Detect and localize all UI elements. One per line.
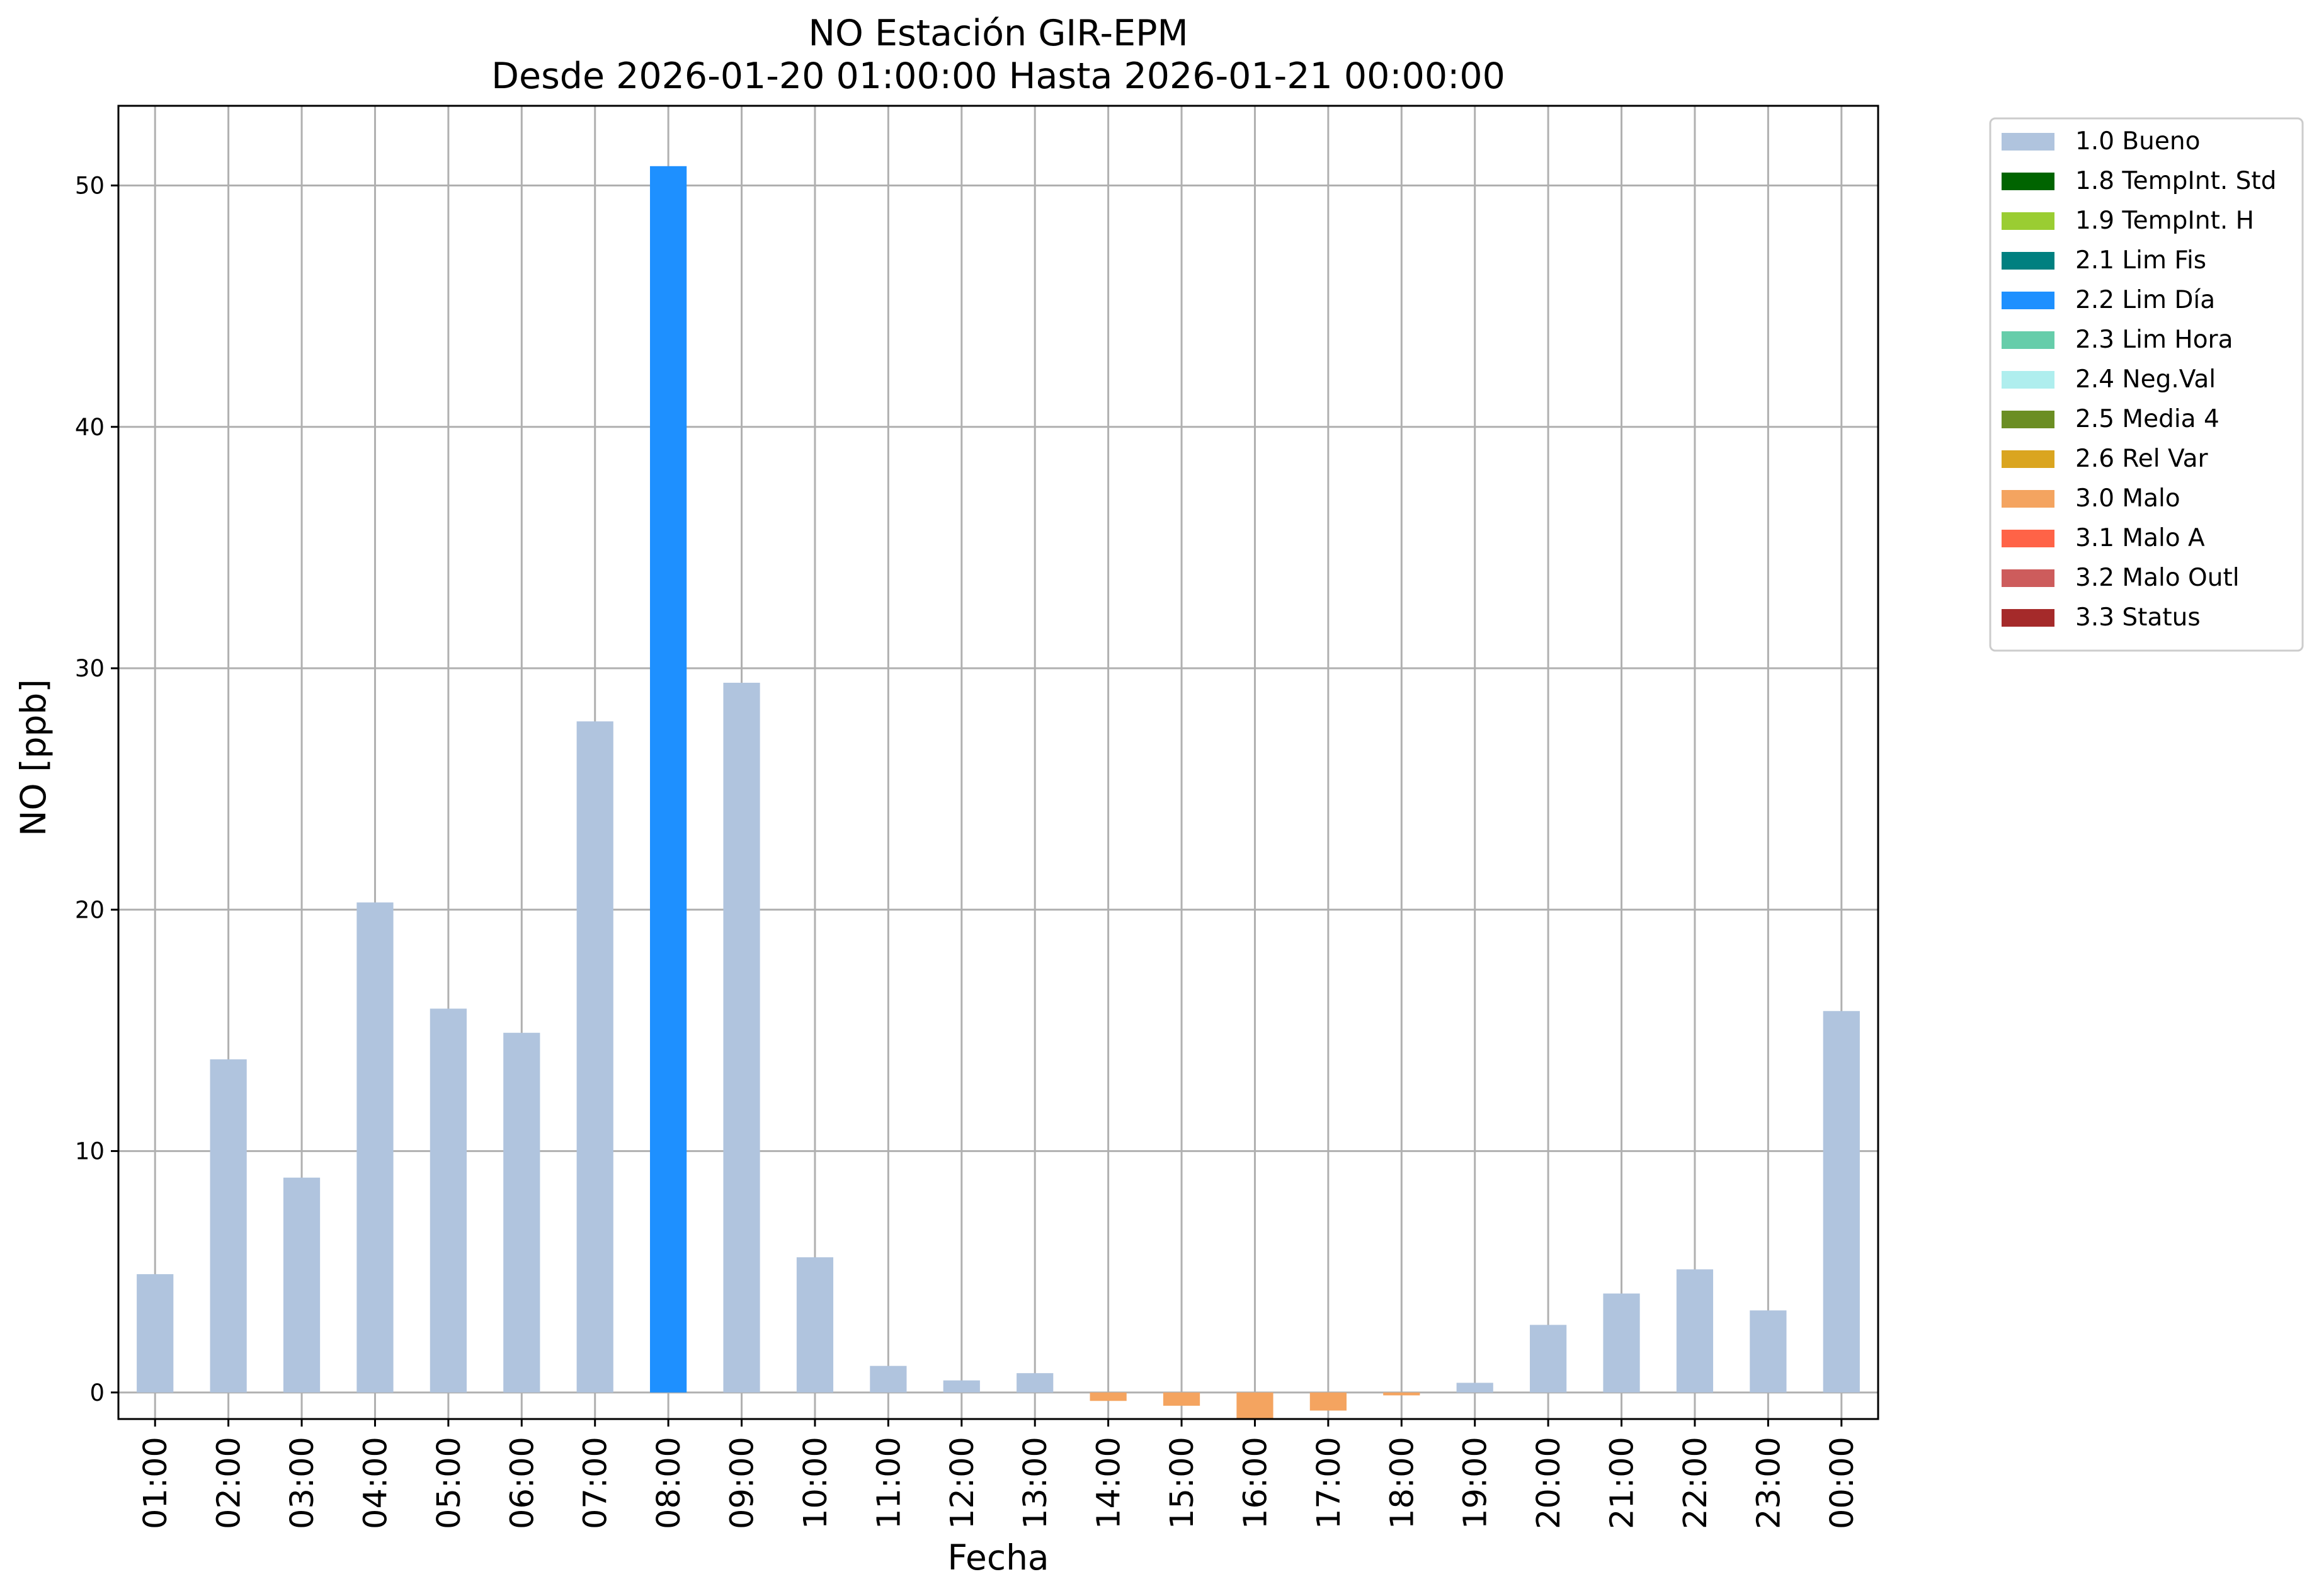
chart-title: NO Estación GIR-EPM [808,13,1188,54]
bar-0600 [503,1032,540,1393]
legend-swatch [2002,490,2054,508]
x-tick-label: 20:00 [1530,1437,1568,1529]
legend-swatch [2002,292,2054,309]
x-tick-label: 08:00 [651,1437,688,1529]
legend-label: 2.6 Rel Var [2075,445,2209,473]
legend: 1.0 Bueno 1.8 TempInt. Std 1.9 TempInt. H 2… [1989,117,2304,652]
bar-0700 [576,721,613,1393]
y-tick-label: 40 [75,414,105,441]
legend-label: 3.3 Status [2075,603,2201,632]
bar-1800 [1383,1392,1420,1396]
bar-1400 [1090,1392,1127,1401]
y-axis-ticks: 0 10 20 30 40 50 [75,172,118,1406]
chart-subtitle: Desde 2026-01-20 01:00:00 Hasta 2026-01-… [491,55,1505,97]
bar-1100 [870,1365,907,1393]
legend-swatch [2002,133,2054,151]
x-tick-label: 14:00 [1091,1437,1128,1529]
bar-1200 [943,1380,980,1393]
bar-0400 [356,902,394,1393]
legend-swatch [2002,252,2054,270]
bar-2100 [1603,1293,1640,1393]
legend-label: 3.2 Malo Outl [2075,564,2240,592]
y-tick-label: 20 [75,896,105,923]
legend-label: 2.4 Neg.Val [2075,365,2216,394]
bar-0500 [430,1008,467,1393]
y-tick-label: 0 [89,1379,105,1406]
bar-2000 [1530,1325,1567,1393]
y-axis-label: NO [ppb] [13,679,54,836]
legend-frame [1989,117,2304,652]
y-tick-label: 50 [75,172,105,199]
bar-2200 [1676,1269,1714,1393]
bar-1000 [796,1257,834,1393]
x-tick-label: 11:00 [870,1437,908,1529]
legend-swatch [2002,331,2054,349]
x-tick-label: 19:00 [1457,1437,1495,1529]
x-tick-label: 12:00 [944,1437,981,1529]
legend-swatch [2002,411,2054,428]
x-tick-label: 00:00 [1824,1437,1861,1529]
x-tick-label: 23:00 [1750,1437,1787,1529]
bar-1700 [1309,1392,1347,1411]
bar-0100 [137,1274,174,1393]
legend-label: 3.0 Malo [2075,484,2180,513]
bar-0200 [210,1059,247,1393]
legend-label: 2.3 Lim Hora [2075,326,2233,354]
legend-swatch [2002,569,2054,587]
x-tick-label: 01:00 [137,1437,174,1529]
x-tick-label: 13:00 [1017,1437,1054,1529]
x-tick-label: 02:00 [211,1437,248,1529]
plot-frame [117,105,1879,1420]
x-tick-label: 16:00 [1237,1437,1274,1529]
x-tick-label: 09:00 [724,1437,761,1529]
legend-swatch [2002,212,2054,230]
x-tick-label: 03:00 [284,1437,321,1529]
bar-1600 [1236,1392,1273,1419]
x-tick-label: 07:00 [578,1437,615,1529]
bar-2300 [1750,1310,1787,1393]
legend-label: 2.1 Lim Fis [2075,246,2206,275]
x-tick-label: 04:00 [357,1437,394,1529]
bar-1300 [1017,1373,1054,1393]
x-tick-label: 21:00 [1604,1437,1641,1529]
bar-1500 [1163,1392,1200,1406]
legend-label: 2.2 Lim Día [2075,286,2215,314]
legend-swatch [2002,450,2054,468]
x-tick-label: 10:00 [797,1437,835,1529]
bars [137,166,1860,1419]
legend-swatch [2002,609,2054,627]
legend-label: 1.8 TempInt. Std [2075,167,2276,195]
legend-swatch [2002,530,2054,547]
legend-label: 1.9 TempInt. H [2075,207,2254,235]
legend-label: 2.5 Media 4 [2075,405,2219,433]
bar-0900 [723,683,760,1393]
legend-label: 1.0 Bueno [2075,127,2200,156]
x-tick-label: 15:00 [1164,1437,1201,1529]
y-tick-label: 10 [75,1138,105,1165]
legend-swatch [2002,173,2054,190]
x-tick-label: 06:00 [504,1437,541,1529]
bar-0800 [650,166,687,1393]
x-tick-label: 05:00 [431,1437,468,1529]
bar-1900 [1456,1382,1493,1393]
x-tick-label: 18:00 [1384,1437,1421,1529]
x-axis-ticks: 01:00 02:00 03:00 04:00 05:00 06:00 07:00 08:00… [137,1419,1861,1529]
x-axis-label: Fecha [947,1537,1049,1578]
x-tick-label: 22:00 [1677,1437,1714,1529]
bar-0300 [283,1177,321,1393]
bar-0000 [1823,1011,1860,1393]
x-tick-label: 17:00 [1311,1437,1348,1529]
legend-label: 3.1 Malo A [2075,524,2205,552]
legend-swatch [2002,371,2054,389]
y-tick-label: 30 [75,655,105,682]
